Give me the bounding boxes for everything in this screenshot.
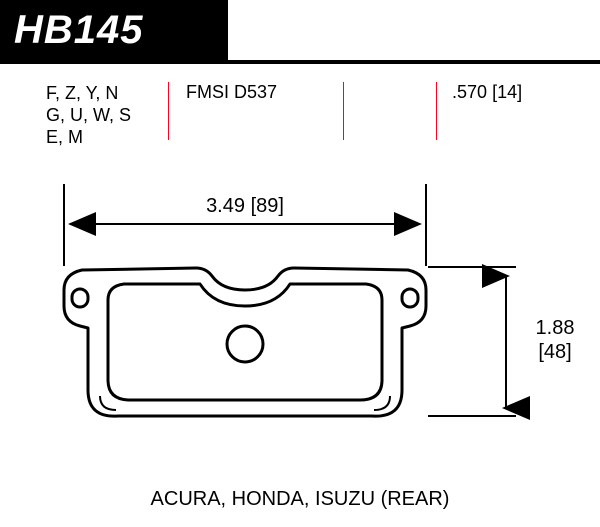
height-dimension-arrow bbox=[428, 267, 516, 416]
mounting-slots bbox=[72, 289, 418, 307]
backing-plate-outline bbox=[64, 268, 426, 416]
center-hole bbox=[227, 326, 263, 362]
width-dimension-arrow bbox=[64, 184, 426, 266]
brake-pad-diagram bbox=[0, 0, 600, 527]
friction-pad-outline bbox=[108, 284, 382, 400]
inner-corner-lines bbox=[100, 396, 390, 410]
